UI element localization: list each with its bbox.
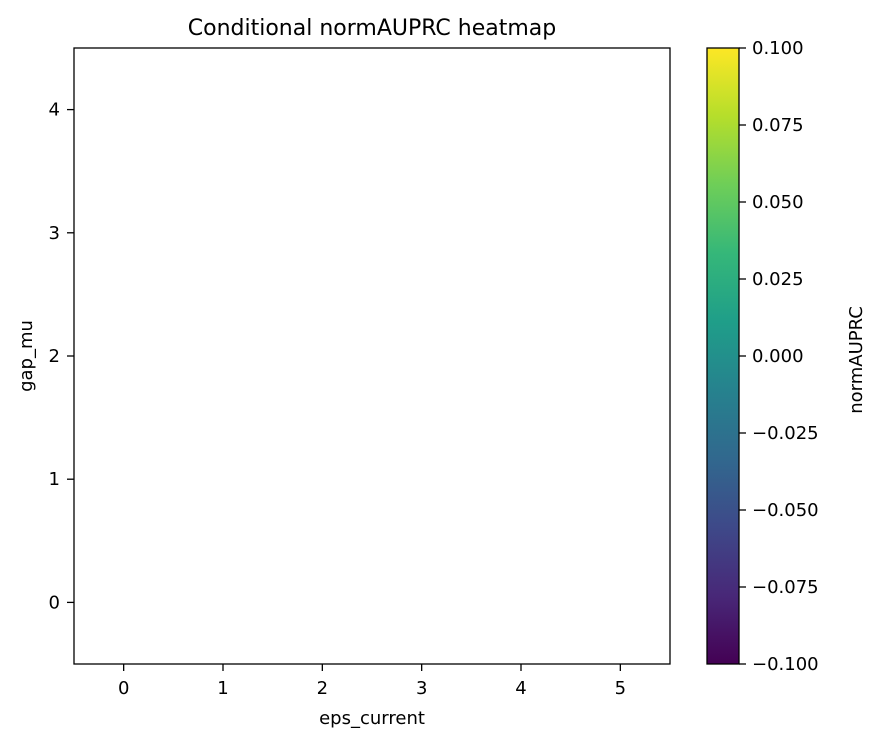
- colorbar-tick-label: 0.000: [752, 346, 804, 367]
- colorbar-tick-label: −0.025: [752, 423, 819, 444]
- colorbar-tick-label: 0.050: [752, 192, 804, 213]
- y-tick-label: 2: [49, 346, 60, 367]
- chart-title: Conditional normAUPRC heatmap: [188, 16, 557, 41]
- y-tick-label: 1: [49, 469, 60, 490]
- x-axis-ticks: 0 1 2 3 4 5: [118, 664, 626, 699]
- colorbar-tick-label: −0.100: [752, 654, 819, 675]
- y-tick-label: 4: [49, 100, 60, 121]
- colorbar-tick-label: −0.075: [752, 577, 819, 598]
- plot-area: [73, 47, 671, 665]
- x-tick-label: 3: [416, 678, 427, 699]
- colorbar-ticks: 0.100 0.075 0.050 0.025 0.000 −0.025 −0.050 −0.…: [739, 38, 819, 675]
- x-tick-label: 0: [118, 678, 129, 699]
- y-tick-label: 3: [49, 223, 60, 244]
- y-axis-label: gap_mu: [16, 320, 37, 392]
- x-tick-label: 4: [515, 678, 526, 699]
- x-tick-label: 2: [317, 678, 328, 699]
- colorbar-tick-label: 0.075: [752, 115, 804, 136]
- x-tick-label: 5: [615, 678, 626, 699]
- y-tick-label: 0: [49, 592, 60, 613]
- colorbar-tick-label: −0.050: [752, 500, 819, 521]
- y-axis-ticks: 0 1 2 3 4: [49, 100, 74, 613]
- colorbar: [706, 47, 740, 665]
- colorbar-tick-label: 0.100: [752, 38, 804, 59]
- x-tick-label: 1: [217, 678, 228, 699]
- x-axis-label: eps_current: [319, 708, 425, 729]
- colorbar-tick-label: 0.025: [752, 269, 804, 290]
- colorbar-label: normAUPRC: [846, 306, 867, 414]
